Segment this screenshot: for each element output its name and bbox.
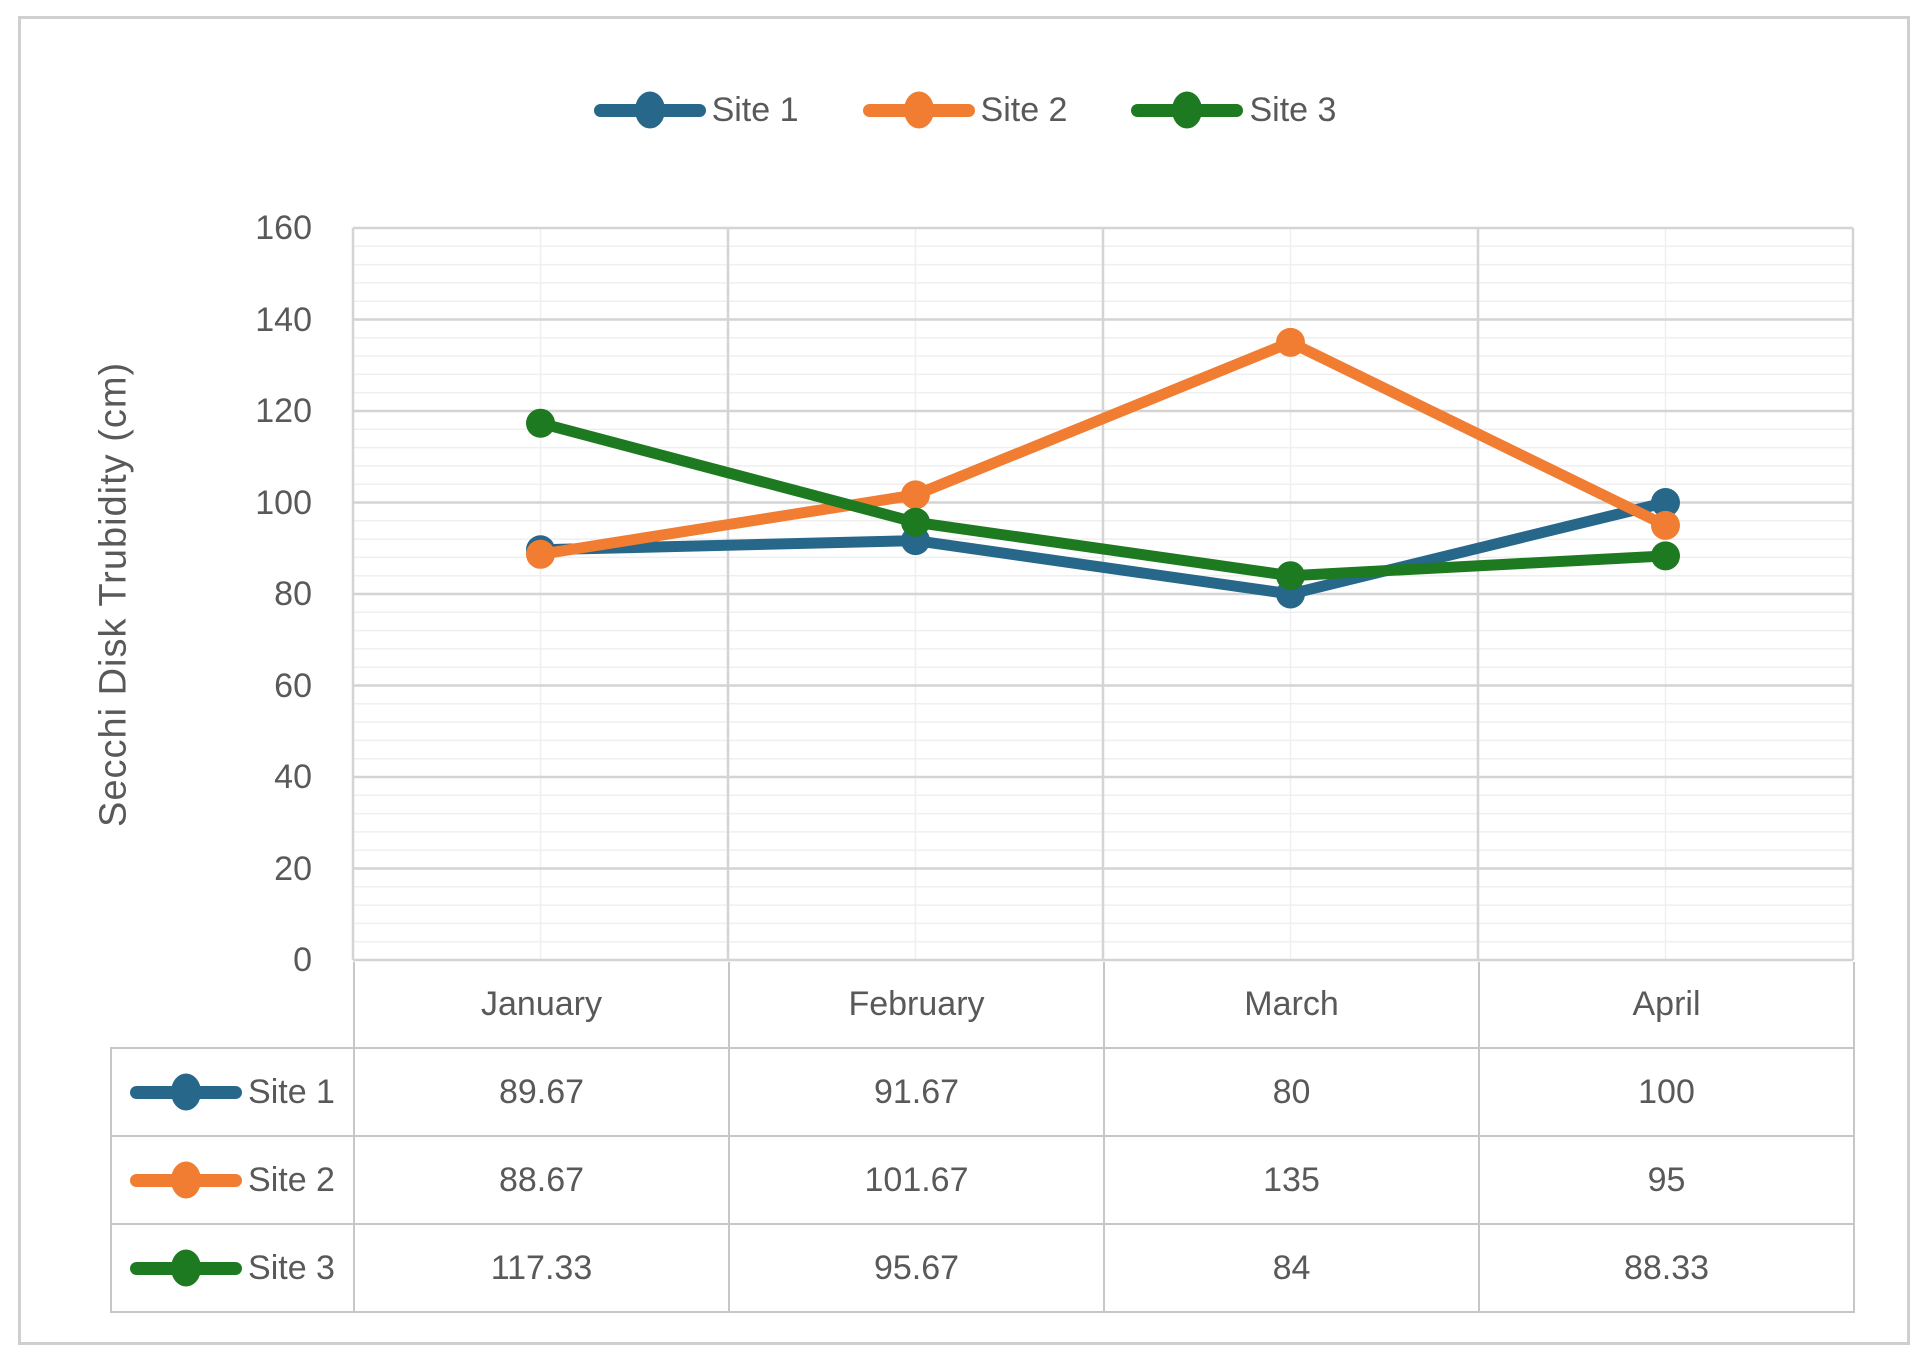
- series-key-cell: Site 2: [110, 1135, 355, 1225]
- value-cell: 101.67: [728, 1135, 1105, 1225]
- value-cell: 95: [1478, 1135, 1855, 1225]
- legend-series-marker-icon: [862, 91, 975, 129]
- legend-label: Site 2: [980, 90, 1068, 129]
- table-row: Site 3 117.33 95.67 84 88.33: [110, 1223, 1855, 1313]
- month-header-cell: January: [353, 962, 730, 1049]
- table-row: Site 2 88.67 101.67 135 95: [110, 1135, 1855, 1225]
- month-header-cell: March: [1103, 962, 1480, 1049]
- table-corner-cell: [111, 962, 354, 1048]
- y-tick-label: 40: [274, 758, 312, 796]
- series-key-cell: Site 3: [110, 1223, 355, 1313]
- series-key-cell: Site 1: [110, 1047, 355, 1137]
- value-cell: 100: [1478, 1047, 1855, 1137]
- series-marker-icon: [130, 1161, 243, 1199]
- y-tick-label: 0: [293, 941, 312, 979]
- series-name: Site 1: [248, 1072, 335, 1111]
- legend-series-marker-icon: [1131, 91, 1244, 129]
- y-tick-label: 80: [274, 575, 312, 613]
- y-tick-label: 120: [255, 392, 312, 430]
- value-cell: 89.67: [353, 1047, 730, 1137]
- data-table: January February March April Site 1 89.67 91.6…: [110, 962, 1855, 1313]
- y-tick-label: 20: [274, 849, 312, 888]
- y-tick-label: 160: [255, 209, 312, 247]
- value-cell: 88.67: [353, 1135, 730, 1225]
- value-cell: 95.67: [728, 1223, 1105, 1313]
- month-header-cell: February: [728, 962, 1105, 1049]
- series-marker-icon: [130, 1249, 243, 1287]
- month-header-cell: April: [1478, 962, 1855, 1049]
- y-tick-label: 100: [255, 483, 312, 522]
- value-cell: 91.67: [728, 1047, 1105, 1137]
- legend-label: Site 1: [711, 90, 799, 129]
- y-tick-label: 60: [274, 666, 312, 705]
- series-marker-icon: [130, 1073, 243, 1111]
- legend-label: Site 3: [1249, 90, 1337, 129]
- y-axis-title: Secchi Disk Trubidity (cm): [92, 361, 135, 827]
- value-cell: 88.33: [1478, 1223, 1855, 1313]
- legend-series-marker-icon: [593, 91, 706, 129]
- value-cell: 84: [1103, 1223, 1480, 1313]
- y-tick-label: 140: [255, 300, 312, 339]
- legend-item-site-3: Site 3: [1131, 91, 1336, 130]
- table-row: Site 1 89.67 91.67 80 100: [110, 1047, 1855, 1137]
- value-cell: 117.33: [353, 1223, 730, 1313]
- series-name: Site 3: [248, 1248, 335, 1287]
- value-cell: 135: [1103, 1135, 1480, 1225]
- legend-item-site-1: Site 1: [593, 90, 799, 130]
- value-cell: 80: [1103, 1047, 1480, 1137]
- chart-legend: Site 1 Site 2 Site 3: [0, 84, 1930, 136]
- series-name: Site 2: [248, 1160, 335, 1199]
- legend-item-site-2: Site 2: [862, 90, 1068, 130]
